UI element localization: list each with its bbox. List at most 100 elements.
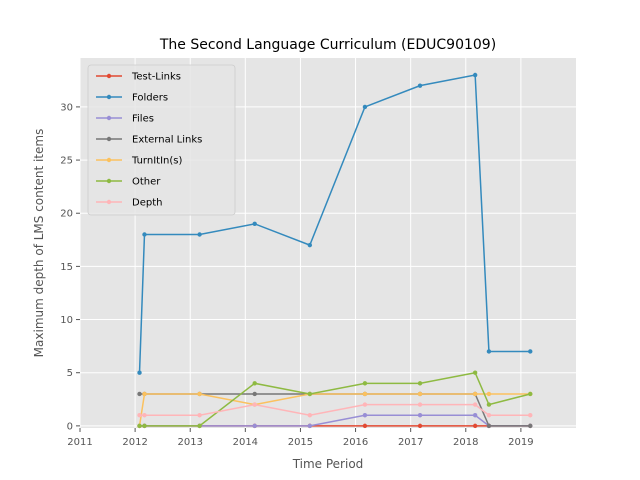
- y-axis-ticks: 0 5 10 15 20 25 30: [60, 102, 80, 432]
- legend-item: Test-Links: [96, 72, 181, 83]
- legend-item: TurnItIn(s): [96, 156, 182, 167]
- legend-label: Other: [132, 177, 161, 188]
- series-line: [139, 403, 531, 417]
- data-point: [137, 370, 142, 375]
- data-point: [486, 423, 492, 429]
- legend-item: External Links: [96, 135, 202, 146]
- data-point: [362, 402, 368, 407]
- data-point: [362, 381, 368, 386]
- data-point: [252, 423, 257, 429]
- data-point: [472, 423, 478, 429]
- y-tick-label: 25: [60, 156, 73, 167]
- data-point: [252, 221, 257, 227]
- x-axis-ticks: 2011 2012 2013 2014 2015 2016 2017 2018 2019: [67, 428, 534, 448]
- series-layer: [137, 72, 533, 429]
- data-point: [486, 349, 492, 354]
- data-point: [417, 381, 423, 386]
- y-tick-label: 0: [67, 421, 73, 432]
- data-point: [528, 423, 533, 429]
- y-tick-label: 20: [60, 209, 73, 220]
- data-point: [472, 413, 478, 418]
- series-line: [138, 393, 531, 426]
- data-point: [307, 423, 313, 429]
- data-point: [528, 413, 533, 418]
- data-point: [486, 402, 492, 407]
- x-tick-label: 2016: [343, 437, 368, 448]
- series-line: [138, 74, 531, 373]
- data-point: [362, 391, 368, 397]
- legend-marker: [106, 136, 112, 142]
- data-point: [197, 232, 202, 237]
- legend-label: TurnItIn(s): [131, 156, 182, 167]
- legend-marker: [106, 94, 112, 100]
- data-point: [197, 423, 202, 429]
- data-point: [528, 391, 533, 397]
- x-tick-label: 2012: [122, 437, 147, 448]
- data-point: [307, 242, 313, 248]
- data-point: [486, 413, 492, 418]
- series-depth: [137, 402, 533, 418]
- data-point: [307, 413, 313, 418]
- legend-frame: [87, 64, 236, 216]
- y-axis-label: Maximum depth of LMS content items: [32, 129, 46, 358]
- data-point: [142, 391, 147, 397]
- data-point: [307, 391, 313, 397]
- legend-item: Folders: [96, 93, 168, 104]
- data-point: [417, 83, 423, 88]
- data-point: [252, 381, 257, 386]
- y-tick-label: 30: [60, 102, 73, 113]
- legend-label: Depth: [132, 198, 162, 209]
- y-tick-label: 15: [60, 262, 73, 273]
- data-point: [137, 391, 142, 397]
- x-tick-label: 2011: [67, 437, 92, 448]
- legend-marker: [106, 178, 112, 184]
- x-tick-label: 2015: [288, 437, 313, 448]
- data-point: [142, 413, 147, 418]
- legend-marker: [106, 115, 112, 121]
- chart-title: The Second Language Curriculum (EDUC9010…: [159, 37, 496, 53]
- data-point: [472, 402, 478, 407]
- legend-label: Files: [132, 114, 154, 125]
- data-point: [362, 104, 368, 110]
- legend-item: Other: [96, 177, 161, 188]
- data-point: [417, 391, 423, 397]
- data-point: [528, 349, 533, 354]
- data-point: [197, 391, 202, 397]
- data-point: [417, 402, 423, 407]
- data-point: [472, 72, 478, 78]
- legend-label: Test-Links: [131, 72, 181, 83]
- y-tick-label: 5: [67, 368, 73, 379]
- data-point: [137, 423, 142, 429]
- series-other: [137, 370, 533, 429]
- data-point: [197, 413, 202, 418]
- x-tick-label: 2019: [508, 437, 533, 448]
- data-point: [362, 423, 368, 429]
- y-tick-label: 10: [60, 315, 73, 326]
- x-tick-label: 2018: [453, 437, 478, 448]
- data-point: [417, 423, 423, 429]
- data-point: [137, 413, 142, 418]
- data-point: [252, 391, 257, 397]
- data-point: [362, 413, 368, 418]
- legend-marker: [106, 73, 112, 79]
- series-folders: [137, 72, 533, 375]
- legend-label: Folders: [132, 93, 168, 104]
- data-point: [472, 391, 478, 397]
- legend: Test-Links Folders Files External Links Turn…: [87, 64, 236, 216]
- data-point: [142, 232, 147, 237]
- legend-item: Files: [96, 114, 154, 125]
- x-axis-label: Time Period: [292, 457, 364, 471]
- x-tick-label: 2013: [177, 437, 202, 448]
- data-point: [486, 391, 492, 397]
- data-point: [472, 370, 478, 375]
- x-tick-label: 2014: [233, 437, 258, 448]
- legend-marker: [106, 199, 112, 205]
- data-point: [252, 402, 257, 407]
- legend-item: Depth: [96, 198, 162, 209]
- data-point: [417, 413, 423, 418]
- x-tick-label: 2017: [398, 437, 423, 448]
- legend-marker: [106, 157, 112, 163]
- series-line: [139, 371, 531, 427]
- legend-label: External Links: [132, 135, 202, 146]
